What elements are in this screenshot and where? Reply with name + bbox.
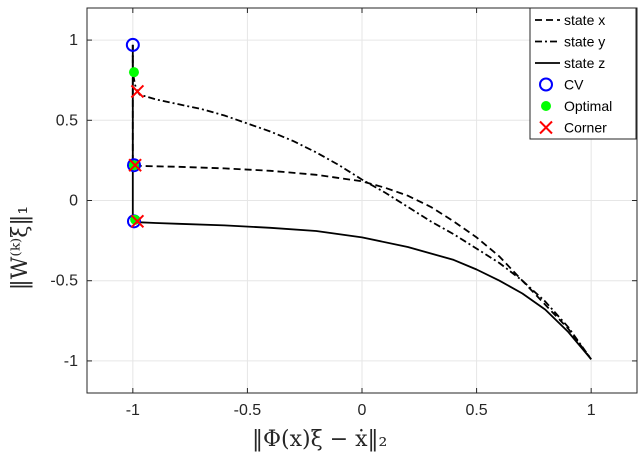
y-tick-label: 1 (69, 32, 78, 49)
legend-state-y-label: state y (564, 34, 605, 50)
legend-optimal-symbol (541, 101, 551, 111)
legend-state-z-label: state z (564, 55, 605, 71)
y-tick-label: -1 (64, 353, 78, 370)
corner-marker (130, 214, 145, 229)
legend-corner-label: Corner (564, 120, 607, 136)
cv-marker (126, 158, 141, 173)
optimal-marker (128, 67, 139, 78)
y-axis-label: ‖W⁽ᵏ⁾ξ‖₁ (8, 206, 33, 290)
y-tick-label: 0.5 (56, 112, 78, 129)
legend-optimal-label: Optimal (564, 98, 612, 114)
y-tick-label: 0 (69, 193, 78, 210)
markers (125, 37, 145, 229)
corner-marker (128, 158, 142, 172)
legend-cv-symbol (539, 77, 553, 92)
legend-corner-symbol-stroke (539, 120, 553, 135)
x-tick-label: 0 (358, 402, 367, 419)
legend: state x state y state z CV Optimal Corner (529, 7, 637, 140)
x-tick-label: -1 (126, 402, 140, 419)
legend-corner-symbol (539, 120, 553, 135)
legend-box (529, 7, 637, 140)
legend-cv-label: CV (564, 77, 584, 93)
corner-marker-stroke (130, 214, 145, 229)
x-tick-label: 0.5 (465, 402, 487, 419)
x-tick-label: -0.5 (234, 402, 262, 419)
legend-state-x-label: state x (564, 12, 605, 28)
cv-marker (125, 37, 140, 52)
y-tick-label: -0.5 (50, 273, 78, 290)
x-axis-label: ‖Φ(x)ξ − ẋ‖₂ (252, 427, 387, 452)
x-tick-label: 1 (587, 402, 596, 419)
corner-marker (130, 84, 145, 99)
corner-marker-stroke (130, 84, 145, 99)
ticks: -1 -0.5 0 0.5 1 -1 -0.5 0 0.5 1 (50, 8, 637, 419)
corner-marker-stroke (128, 158, 142, 172)
